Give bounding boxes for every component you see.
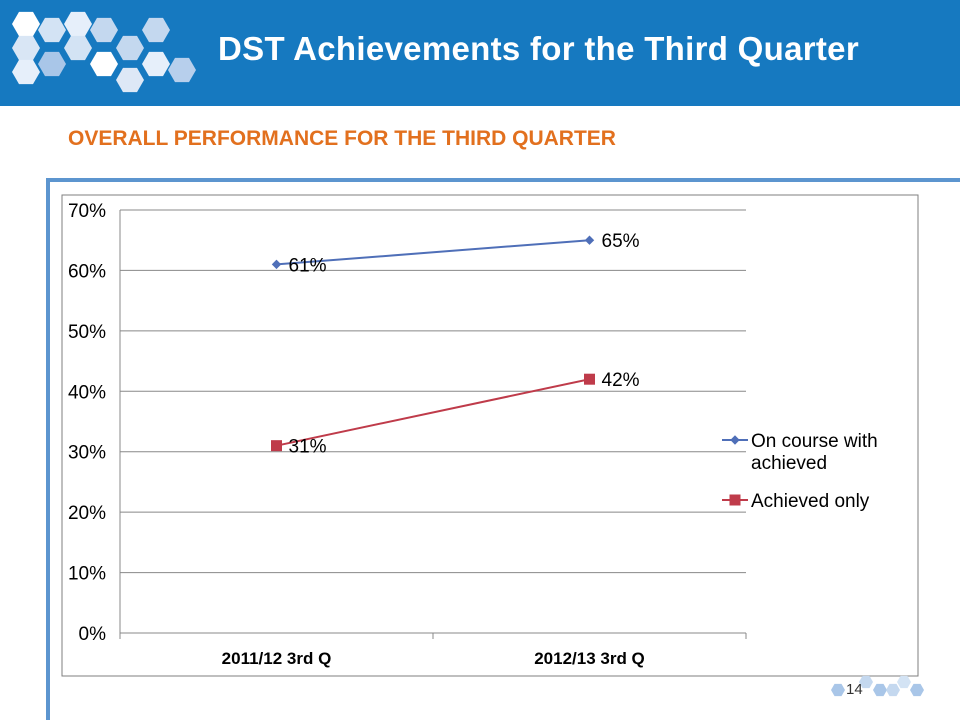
hexagon-shape: [90, 51, 118, 77]
x-tick-label: 2011/12 3rd Q: [222, 649, 332, 668]
y-tick-label: 40%: [68, 382, 106, 403]
hexagon-shape: [142, 17, 170, 43]
series-line: [276, 239, 590, 266]
hexagon-decoration: [12, 11, 196, 93]
data-label: 42%: [602, 370, 640, 391]
data-label: 65%: [602, 231, 640, 252]
hexagon-shape: [64, 35, 92, 61]
data-label: 61%: [289, 255, 327, 276]
slide-title: DST Achievements for the Third Quarter: [218, 30, 859, 67]
y-tick-label: 20%: [68, 503, 106, 524]
hexagon-shape: [90, 17, 118, 43]
y-tick-label: 50%: [68, 322, 106, 343]
data-point: [584, 235, 595, 245]
data-point: [271, 440, 282, 452]
series-line: [276, 378, 590, 447]
data-point: [729, 494, 741, 506]
gridlines: [119, 209, 747, 639]
hexagon-shape: [38, 17, 66, 43]
series-lines: 61% 65% 31% 42%: [271, 231, 640, 458]
hexagon-shape: [38, 51, 66, 77]
frame-line-left: [46, 178, 50, 720]
hexagon-shape: [116, 67, 144, 93]
legend-label: Achieved only: [751, 491, 870, 512]
hexagon-shape: [142, 51, 170, 77]
chart-border: [61, 194, 919, 677]
data-label: 31%: [289, 437, 327, 458]
legend: On course with achieved Achieved only: [722, 431, 878, 512]
legend-label: On course with achieved: [751, 431, 878, 474]
y-tick-label: 0%: [79, 624, 107, 645]
data-point: [730, 435, 740, 445]
data-point: [271, 259, 282, 270]
y-tick-label: 60%: [68, 261, 106, 282]
hexagon-shape: [116, 35, 144, 61]
y-axis-labels: 0% 10% 20% 30% 40% 50% 60% 70%: [68, 201, 106, 645]
y-tick-label: 10%: [68, 564, 106, 585]
data-point: [584, 373, 595, 385]
page-number: 14: [846, 681, 863, 698]
hexagon-shape: [12, 59, 40, 85]
hexagon-shape: [64, 11, 92, 37]
frame-line-top: [46, 178, 960, 182]
x-tick-label: 2012/13 3rd Q: [534, 649, 645, 668]
hexagon-shape: [168, 57, 196, 83]
slide-subtitle: OVERALL PERFORMANCE FOR THE THIRD QUARTE…: [68, 127, 616, 150]
y-tick-label: 30%: [68, 443, 106, 464]
y-tick-label: 70%: [68, 201, 106, 222]
hexagon-shape: [12, 35, 40, 61]
x-axis-labels: 2011/12 3rd Q 2012/13 3rd Q: [222, 649, 645, 668]
hexagon-shape: [12, 11, 40, 37]
